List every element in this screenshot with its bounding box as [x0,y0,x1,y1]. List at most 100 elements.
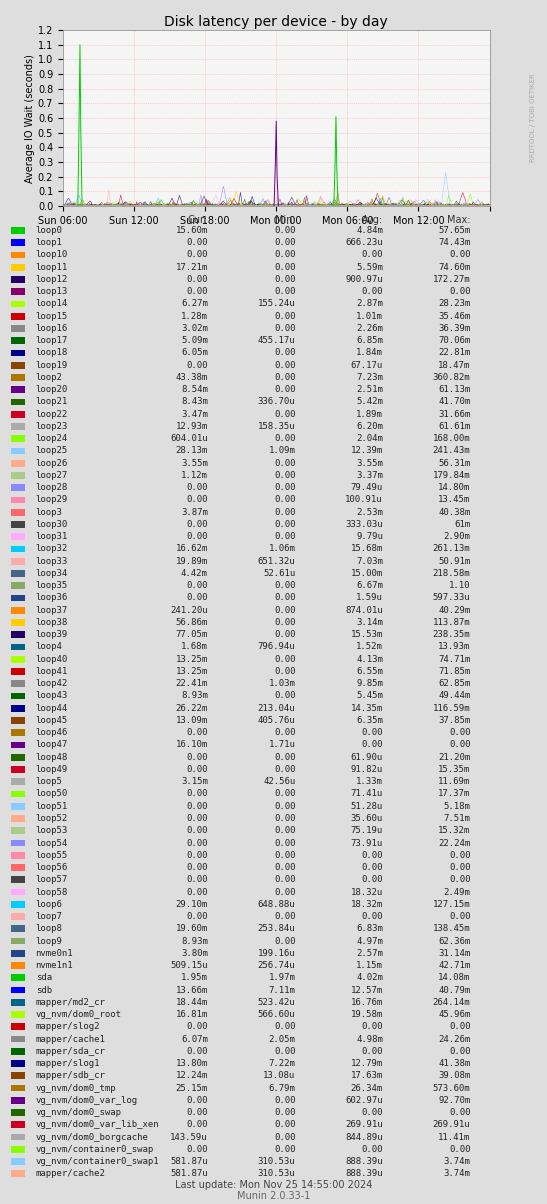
Text: 0.00: 0.00 [274,275,295,284]
Text: 0.00: 0.00 [187,250,208,260]
FancyBboxPatch shape [11,1047,25,1055]
Text: loop35: loop35 [36,582,68,590]
Text: loop45: loop45 [36,716,68,725]
Text: 61.90u: 61.90u [351,752,383,762]
Text: vg_nvm/dom0_tmp: vg_nvm/dom0_tmp [36,1084,116,1092]
Text: 0.00: 0.00 [187,496,208,504]
Text: loop41: loop41 [36,667,68,675]
Text: 0.00: 0.00 [362,875,383,884]
FancyBboxPatch shape [11,668,25,675]
Text: 7.22m: 7.22m [269,1060,295,1068]
Text: 0.00: 0.00 [274,312,295,320]
Y-axis label: Average IO Wait (seconds): Average IO Wait (seconds) [25,54,35,183]
Text: 0.00: 0.00 [274,937,295,945]
Text: 0.00: 0.00 [274,262,295,272]
Text: 0.00: 0.00 [449,728,470,737]
Text: 11.69m: 11.69m [438,778,470,786]
Text: 0.00: 0.00 [187,887,208,897]
Text: 0.00: 0.00 [187,1022,208,1032]
Text: loop10: loop10 [36,250,68,260]
Text: vg_nvm/dom0_var_lib_xen: vg_nvm/dom0_var_lib_xen [36,1120,159,1129]
Text: 15.60m: 15.60m [176,226,208,235]
Text: 17.21m: 17.21m [176,262,208,272]
FancyBboxPatch shape [11,240,25,246]
Text: loop2: loop2 [36,373,62,382]
Text: 1.28m: 1.28m [181,312,208,320]
FancyBboxPatch shape [11,1061,25,1067]
Text: 6.05m: 6.05m [181,348,208,358]
Text: 2.51m: 2.51m [356,385,383,394]
Text: loop55: loop55 [36,851,68,860]
Text: 0.00: 0.00 [187,532,208,542]
Text: mapper/slog2: mapper/slog2 [36,1022,100,1032]
Text: 0.00: 0.00 [274,655,295,663]
Text: mapper/sda_cr: mapper/sda_cr [36,1046,106,1056]
Text: 3.74m: 3.74m [444,1157,470,1165]
Text: 19.89m: 19.89m [176,556,208,566]
Text: Max:: Max: [447,216,470,225]
FancyBboxPatch shape [11,301,25,307]
Text: 11.41m: 11.41m [438,1133,470,1141]
Text: 75.19u: 75.19u [351,826,383,836]
Text: 333.03u: 333.03u [345,520,383,529]
Text: 4.42m: 4.42m [181,569,208,578]
Text: 1.52m: 1.52m [356,643,383,651]
Text: 5.09m: 5.09m [181,336,208,346]
Text: 0.00: 0.00 [274,1145,295,1153]
Text: mapper/slog1: mapper/slog1 [36,1060,100,1068]
Text: 2.26m: 2.26m [356,324,383,334]
Text: Cur:: Cur: [188,216,208,225]
FancyBboxPatch shape [11,680,25,687]
Text: loop18: loop18 [36,348,68,358]
Text: 269.91u: 269.91u [345,1120,383,1129]
Text: 256.74u: 256.74u [258,961,295,970]
Text: 0.00: 0.00 [274,361,295,370]
Text: loop37: loop37 [36,606,68,615]
Text: 13.25m: 13.25m [176,655,208,663]
Text: 253.84u: 253.84u [258,925,295,933]
FancyBboxPatch shape [11,999,25,1005]
Text: 22.81m: 22.81m [438,348,470,358]
FancyBboxPatch shape [11,276,25,283]
FancyBboxPatch shape [11,742,25,749]
Text: 3.55m: 3.55m [356,459,383,467]
Text: 0.00: 0.00 [362,851,383,860]
Text: 0.00: 0.00 [449,1046,470,1056]
Text: mapper/sdb_cr: mapper/sdb_cr [36,1072,106,1080]
Text: loop13: loop13 [36,288,68,296]
FancyBboxPatch shape [11,533,25,541]
Text: 238.35m: 238.35m [433,630,470,639]
Text: 15.53m: 15.53m [351,630,383,639]
Text: 1.97m: 1.97m [269,973,295,982]
Text: sdb: sdb [36,986,51,995]
Text: loop20: loop20 [36,385,68,394]
Text: loop5: loop5 [36,778,62,786]
Text: 0.00: 0.00 [274,667,295,675]
Text: 19.58m: 19.58m [351,1010,383,1019]
Text: 1.33m: 1.33m [356,778,383,786]
Text: 7.51m: 7.51m [444,814,470,824]
Text: loop21: loop21 [36,397,68,407]
Text: 3.74m: 3.74m [444,1169,470,1179]
Text: 6.20m: 6.20m [356,421,383,431]
Text: 3.55m: 3.55m [181,459,208,467]
Text: 213.04u: 213.04u [258,704,295,713]
Text: loop24: loop24 [36,435,68,443]
Text: loop44: loop44 [36,704,68,713]
FancyBboxPatch shape [11,778,25,785]
Text: 8.54m: 8.54m [181,385,208,394]
Text: 874.01u: 874.01u [345,606,383,615]
Text: 0.00: 0.00 [274,814,295,824]
Text: 31.66m: 31.66m [438,409,470,419]
Text: 0.00: 0.00 [274,288,295,296]
FancyBboxPatch shape [11,583,25,589]
Text: loop16: loop16 [36,324,68,334]
Text: 61.61m: 61.61m [438,421,470,431]
Text: 0.00: 0.00 [274,752,295,762]
Text: 0.00: 0.00 [187,851,208,860]
Text: 0.00: 0.00 [274,508,295,517]
Text: 0.00: 0.00 [274,532,295,542]
Text: 0.00: 0.00 [274,851,295,860]
Text: 2.57m: 2.57m [356,949,383,957]
Text: 0.00: 0.00 [274,1022,295,1032]
